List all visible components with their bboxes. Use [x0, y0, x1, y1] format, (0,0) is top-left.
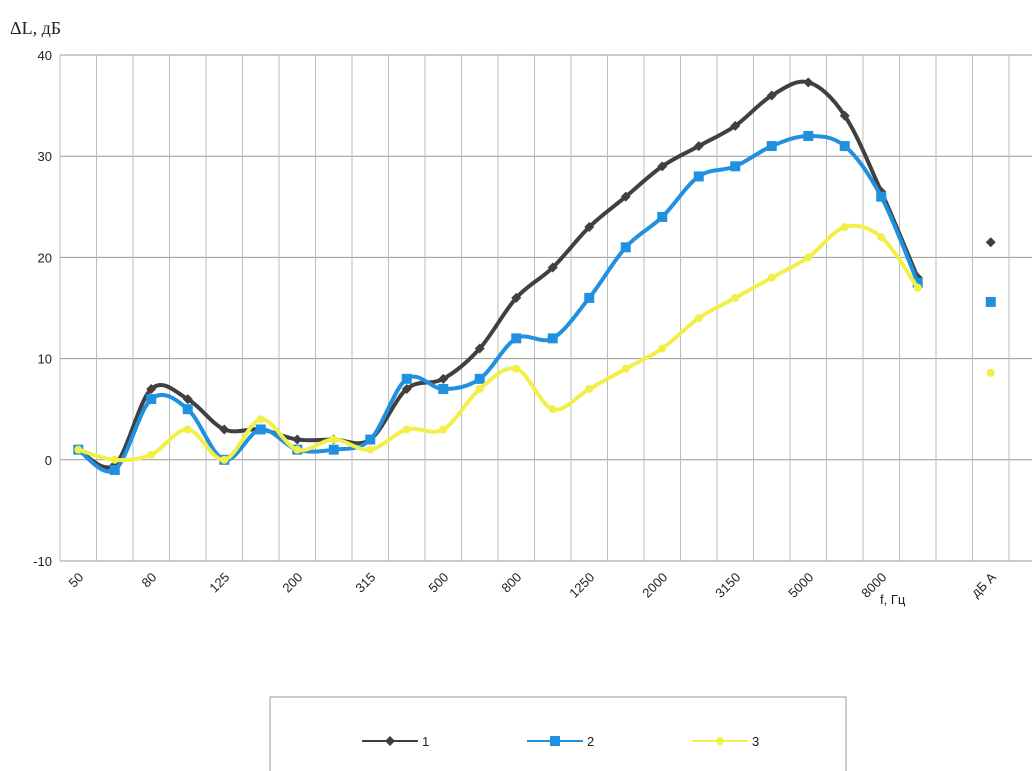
marker — [803, 77, 814, 88]
marker — [512, 364, 521, 373]
marker — [620, 242, 631, 253]
marker — [693, 141, 704, 152]
marker — [256, 415, 265, 424]
marker — [147, 450, 156, 459]
marker — [182, 404, 193, 415]
marker — [584, 222, 595, 233]
y-tick-label: 10 — [38, 352, 52, 367]
y-tick-label: 0 — [45, 453, 52, 468]
marker — [292, 434, 303, 445]
x-tick-label: 200 — [279, 570, 305, 596]
x-tick-label: 1250 — [566, 570, 597, 601]
marker — [913, 283, 922, 292]
marker — [547, 262, 558, 273]
marker — [731, 293, 740, 302]
marker — [328, 444, 339, 455]
x-tick-label: дБ А — [968, 569, 999, 600]
legend-marker — [550, 736, 560, 746]
x-tick-label: 800 — [498, 570, 524, 596]
marker — [657, 211, 668, 222]
marker — [658, 344, 667, 353]
x-tick-label: 315 — [352, 570, 378, 596]
marker — [475, 384, 484, 393]
marker — [110, 455, 119, 464]
marker — [766, 141, 777, 152]
marker — [912, 277, 923, 288]
x-tick-label: 2000 — [639, 570, 670, 601]
marker — [804, 253, 813, 262]
marker — [877, 233, 886, 242]
y-axis-label: ΔL, дБ — [10, 18, 61, 38]
legend — [269, 696, 847, 771]
marker — [146, 394, 157, 405]
marker — [474, 373, 485, 384]
marker — [366, 445, 375, 454]
marker — [182, 394, 193, 405]
marker — [329, 435, 338, 444]
marker — [439, 425, 448, 434]
marker — [803, 130, 814, 141]
marker — [840, 223, 849, 232]
marker — [401, 383, 412, 394]
marker — [109, 464, 120, 475]
y-tick-label: -10 — [33, 554, 52, 569]
marker — [693, 171, 704, 182]
y-tick-label: 40 — [38, 48, 52, 63]
marker — [438, 383, 449, 394]
marker — [511, 292, 522, 303]
marker — [585, 384, 594, 393]
marker — [401, 373, 412, 384]
series-line — [77, 133, 920, 474]
marker — [548, 405, 557, 414]
marker — [220, 455, 229, 464]
legend-label: 3 — [752, 734, 759, 749]
y-tick-label: 20 — [38, 250, 52, 265]
marker — [730, 120, 741, 131]
marker — [402, 425, 411, 434]
marker — [219, 424, 230, 435]
x-axis-annotation: f, Гц — [880, 592, 906, 607]
legend-marker — [716, 737, 724, 745]
marker — [620, 191, 631, 202]
marker — [293, 445, 302, 454]
series-line — [77, 79, 920, 470]
x-tick-label: 50 — [66, 570, 87, 591]
x-tick-label: 500 — [425, 570, 451, 596]
marker — [74, 445, 83, 454]
x-tick-label: 3150 — [712, 570, 743, 601]
marker — [839, 141, 850, 152]
marker — [986, 368, 995, 377]
marker — [985, 237, 996, 248]
y-tick-label: 30 — [38, 149, 52, 164]
marker — [730, 161, 741, 172]
x-tick-label: 80 — [139, 570, 160, 591]
legend-label: 1 — [422, 734, 429, 749]
marker — [584, 292, 595, 303]
marker — [876, 191, 887, 202]
marker — [146, 383, 157, 394]
marker — [365, 434, 376, 445]
marker — [767, 273, 776, 282]
marker — [183, 425, 192, 434]
legend-label: 2 — [587, 734, 594, 749]
marker — [657, 161, 668, 172]
marker — [766, 90, 777, 101]
x-tick-label: 125 — [206, 570, 232, 596]
marker — [474, 343, 485, 354]
marker — [694, 314, 703, 323]
marker — [839, 110, 850, 121]
marker — [438, 373, 449, 384]
marker — [547, 333, 558, 344]
marker — [255, 424, 266, 435]
marker — [621, 364, 630, 373]
marker — [511, 333, 522, 344]
x-tick-label: 5000 — [785, 570, 816, 601]
legend-marker — [385, 736, 395, 746]
marker — [985, 296, 996, 307]
